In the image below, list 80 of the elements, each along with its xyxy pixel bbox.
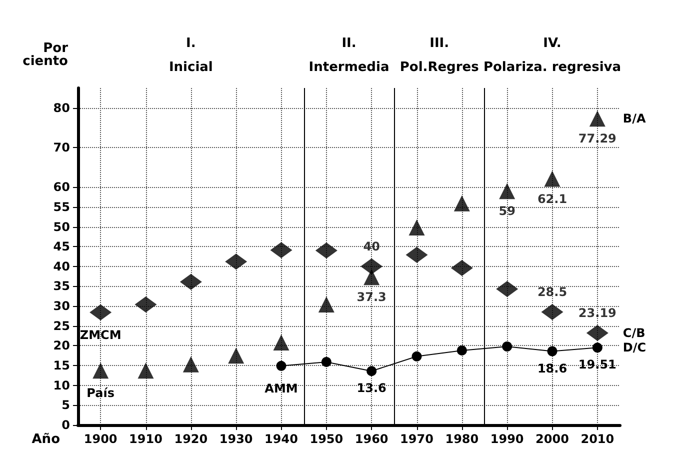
point	[182, 356, 199, 372]
annotation: País	[86, 386, 114, 400]
text: III. Pol.Regres	[400, 36, 480, 75]
point	[502, 342, 512, 352]
point	[273, 334, 290, 351]
point	[454, 195, 470, 212]
y-tick-label: 5	[62, 398, 70, 412]
point	[541, 304, 564, 320]
annotation: ZMCM	[80, 328, 122, 342]
x-tick-label: 1940	[264, 432, 298, 446]
y-tick-label: 60	[53, 180, 70, 194]
point	[589, 110, 606, 127]
data-label: 19.51	[578, 358, 616, 372]
data-label: 40	[363, 239, 380, 254]
point	[92, 362, 109, 379]
x-tick-label: 2000	[536, 432, 569, 446]
data-label: 77.29	[578, 132, 616, 146]
data-label: 23.19	[578, 306, 616, 320]
point	[225, 254, 248, 270]
point	[276, 360, 286, 371]
point	[586, 325, 608, 342]
y-tick-label: 20	[53, 338, 70, 353]
point	[592, 342, 602, 353]
point	[412, 351, 422, 362]
data-label: 59	[498, 204, 516, 218]
y-tick-label: 80	[53, 100, 70, 115]
data-label: 28.5	[537, 285, 568, 300]
x-tick-label: 1970	[400, 432, 434, 446]
series-label: D/C	[622, 340, 646, 355]
text: II. Intermedia	[308, 36, 390, 75]
point	[270, 242, 292, 258]
point	[499, 183, 516, 200]
point	[360, 258, 383, 274]
text: IV. Polariza. regresiva	[483, 36, 622, 75]
series-label: C/B	[622, 326, 646, 340]
x-tick-label: 1950	[310, 432, 344, 446]
x-tick-label: 2010	[580, 432, 614, 446]
y-tick-label: 50	[53, 220, 70, 234]
point	[547, 346, 558, 356]
point	[544, 170, 560, 187]
point	[315, 242, 338, 259]
point	[406, 246, 428, 263]
y-tick-label: 25	[53, 318, 70, 333]
y-tick-label: 15	[53, 358, 70, 373]
x-tick-label: 1990	[490, 432, 524, 446]
y-axis-title: Por ciento	[22, 41, 69, 69]
point	[496, 281, 518, 298]
point	[318, 296, 334, 312]
point	[450, 260, 473, 276]
y-tick-label: 35	[53, 279, 70, 294]
point	[321, 356, 332, 367]
x-axis-title: Año	[32, 432, 60, 447]
y-tick-label: 55	[53, 200, 70, 214]
point	[90, 304, 112, 320]
point	[138, 362, 154, 379]
point	[366, 366, 377, 376]
text: I. Inicial	[168, 36, 213, 75]
x-tick-label: 1920	[174, 432, 208, 446]
y-tick-label: 70	[53, 140, 70, 154]
point	[228, 348, 244, 364]
data-label: 62.1	[537, 192, 568, 206]
point	[408, 220, 425, 236]
y-tick-label: 30	[53, 299, 70, 314]
x-tick-label: 1910	[129, 432, 162, 446]
point	[180, 274, 202, 290]
x-tick-label: 1960	[354, 432, 388, 446]
y-tick-label: 45	[53, 240, 70, 254]
point	[456, 345, 467, 356]
x-tick-label: 1900	[84, 432, 118, 446]
x-tick-label: 1930	[219, 432, 253, 446]
series-label: B/A	[622, 112, 646, 126]
data-label: 37.3	[356, 290, 386, 304]
x-tick-label: 1980	[445, 432, 479, 446]
annotation: AMM	[264, 381, 298, 396]
point	[134, 296, 157, 312]
data-label: 13.6	[356, 381, 386, 396]
y-tick-label: 40	[53, 259, 70, 274]
data-label: 18.6	[537, 361, 568, 376]
y-tick-label: 10	[53, 378, 70, 392]
y-tick-label: 0	[62, 418, 70, 432]
